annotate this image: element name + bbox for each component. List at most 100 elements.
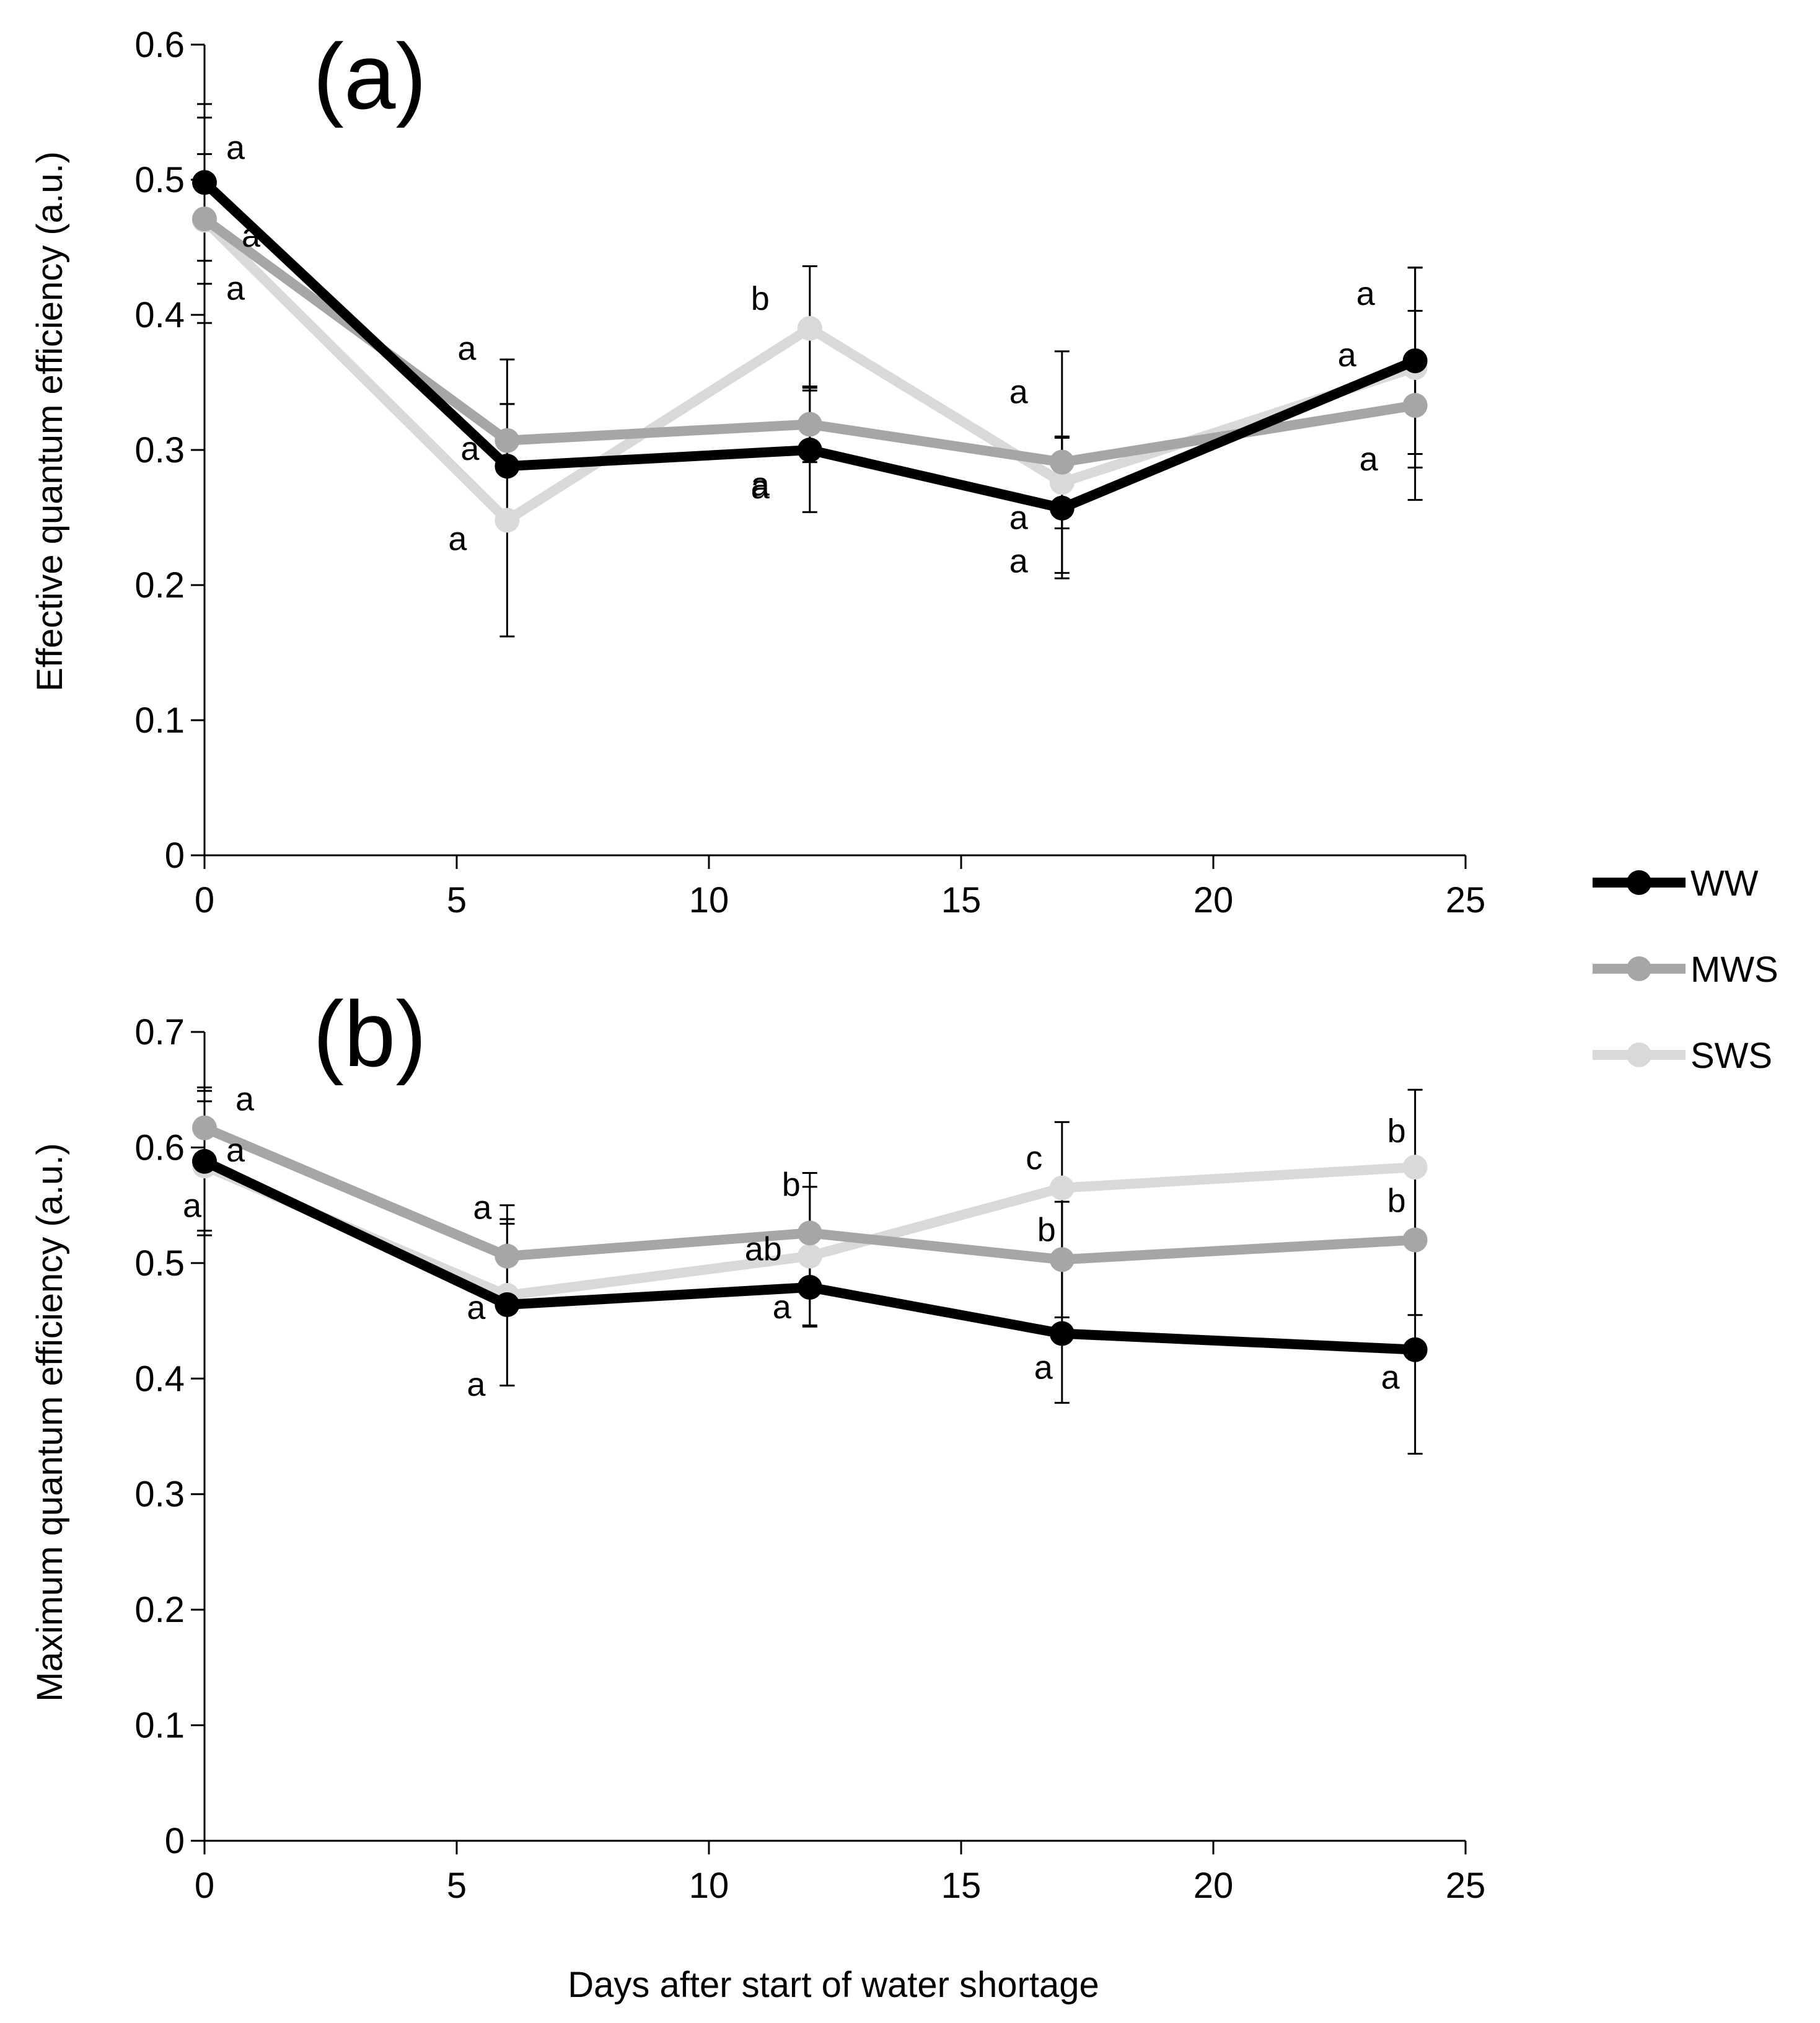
legend-item-sws: SWS bbox=[1593, 1036, 1772, 1076]
y-tick-label: 0.2 bbox=[134, 1590, 185, 1630]
data-point-ww bbox=[1402, 348, 1428, 374]
legend-item-mws: MWS bbox=[1593, 950, 1778, 990]
x-tick-label: 10 bbox=[689, 1866, 729, 1906]
y-tick-label: 0.5 bbox=[134, 160, 185, 200]
x-tick-label: 25 bbox=[1446, 1866, 1486, 1906]
y-tick-label: 0.2 bbox=[134, 565, 185, 606]
significance-letter-sws: a bbox=[183, 1187, 202, 1224]
data-point-ww bbox=[1049, 1321, 1075, 1346]
data-point-sws bbox=[797, 1243, 822, 1269]
y-tick-label: 0.3 bbox=[134, 430, 185, 470]
significance-letter-ww: a bbox=[467, 1289, 486, 1326]
y-tick-label: 0.1 bbox=[134, 1706, 185, 1746]
significance-letter-ww: a bbox=[1381, 1359, 1400, 1396]
data-point-sws bbox=[1402, 1155, 1428, 1180]
significance-letter-mws: a bbox=[235, 1081, 255, 1118]
data-point-ww bbox=[1402, 1337, 1428, 1362]
y-tick-label: 0 bbox=[165, 835, 185, 876]
data-point-mws bbox=[797, 412, 822, 437]
data-point-sws bbox=[495, 508, 520, 533]
legend-marker-sws bbox=[1627, 1042, 1651, 1067]
data-point-sws bbox=[1049, 1175, 1075, 1201]
significance-letter-mws: b bbox=[782, 1166, 801, 1203]
panel-b-axes: 0 0.1 0.2 0.3 0.4 0.5 0.6 0.7 0 5 10 15 20 25 bbox=[134, 1012, 1485, 1906]
y-tick-label: 0 bbox=[165, 1821, 185, 1861]
x-tick-label: 5 bbox=[447, 1866, 467, 1906]
x-tick-label: 0 bbox=[195, 1866, 214, 1906]
significance-letter-mws: a bbox=[751, 466, 770, 503]
y-tick-label: 0.6 bbox=[134, 25, 185, 65]
x-tick-label: 5 bbox=[447, 880, 467, 920]
data-point-ww bbox=[495, 1292, 520, 1317]
legend-marker-mws bbox=[1627, 956, 1651, 981]
significance-letter-sws: b bbox=[1387, 1113, 1406, 1150]
significance-letter-sws: ab bbox=[745, 1231, 782, 1268]
significance-letter-ww: a bbox=[1009, 500, 1029, 537]
data-point-mws bbox=[495, 1243, 520, 1269]
legend-item-ww: WW bbox=[1593, 863, 1759, 904]
y-tick-label: 0.3 bbox=[134, 1474, 185, 1515]
significance-letter-sws: a bbox=[1009, 542, 1029, 580]
x-tick-label: 20 bbox=[1194, 1866, 1234, 1906]
x-tick-label: 15 bbox=[941, 880, 982, 920]
x-tick-label: 20 bbox=[1194, 880, 1234, 920]
significance-letter-mws: b bbox=[1037, 1211, 1056, 1248]
y-tick-label: 0.4 bbox=[134, 295, 185, 335]
data-point-ww bbox=[192, 170, 217, 195]
data-point-ww bbox=[797, 1275, 822, 1300]
significance-letter-sws: a bbox=[226, 270, 245, 307]
significance-letter-ww: a bbox=[226, 129, 245, 166]
y-tick-label: 0.1 bbox=[134, 700, 185, 741]
data-point-mws bbox=[192, 1115, 217, 1140]
significance-letter-sws: c bbox=[1026, 1140, 1042, 1177]
significance-letter-ww: a bbox=[751, 469, 770, 506]
significance-letter-sws: a bbox=[467, 1366, 486, 1403]
data-point-sws bbox=[1049, 470, 1075, 495]
significance-letter-ww: a bbox=[1356, 275, 1376, 312]
x-tick-label: 0 bbox=[195, 880, 214, 920]
legend: WW MWS SWS bbox=[1593, 863, 1778, 1076]
data-point-mws bbox=[192, 206, 217, 232]
panel-a-label: (a) bbox=[313, 24, 426, 128]
panel-a: 00.10.20.30.40.50.60 5 10 15 20 25 aaaaaaaaaa… bbox=[30, 24, 1485, 920]
significance-letter-mws: b bbox=[1387, 1183, 1406, 1220]
panel-a-axes: 0 0.1 0.2 0.3 0.4 0.5 0.6 0 5 10 15 20 25 bbox=[134, 25, 1485, 920]
significance-letter-mws: a bbox=[1009, 374, 1029, 411]
significance-letter-ww: a bbox=[1034, 1349, 1053, 1386]
y-tick-label: 0.7 bbox=[134, 1012, 185, 1052]
significance-letter-mws: a bbox=[473, 1189, 492, 1227]
data-point-mws bbox=[495, 428, 520, 453]
data-point-mws bbox=[1049, 1247, 1075, 1272]
data-point-mws bbox=[797, 1220, 822, 1246]
data-point-ww bbox=[797, 438, 822, 462]
data-point-mws bbox=[1049, 449, 1075, 475]
x-tick-label: 15 bbox=[941, 1866, 982, 1906]
significance-letter-ww: a bbox=[773, 1289, 792, 1326]
significance-letter-mws: a bbox=[1360, 441, 1379, 478]
significance-letter-sws: a bbox=[1338, 337, 1357, 374]
significance-letter-sws: b bbox=[751, 280, 770, 317]
data-point-mws bbox=[1402, 1227, 1428, 1253]
data-point-mws bbox=[1402, 393, 1428, 418]
legend-label-sws: SWS bbox=[1690, 1036, 1772, 1076]
x-tick-label: 25 bbox=[1446, 880, 1486, 920]
panel-a-series bbox=[192, 170, 1428, 533]
x-tick-label: 10 bbox=[689, 880, 729, 920]
significance-letter-mws: a bbox=[242, 217, 261, 254]
panel-a-y-axis-title: Effective quantum efficiency (a.u.) bbox=[30, 151, 70, 692]
panel-b-y-axis-title: Maximum quantum efficiency (a.u.) bbox=[30, 1143, 70, 1702]
significance-letter-ww: a bbox=[226, 1132, 245, 1169]
legend-label-ww: WW bbox=[1690, 863, 1759, 904]
data-point-sws bbox=[797, 315, 822, 341]
y-tick-label: 0.6 bbox=[134, 1127, 185, 1168]
data-point-ww bbox=[192, 1148, 217, 1174]
x-axis-title: Days after start of water shortage bbox=[568, 1965, 1099, 2005]
significance-letter-mws: a bbox=[457, 330, 477, 368]
significance-letter-ww: a bbox=[460, 430, 480, 467]
data-point-ww bbox=[495, 454, 520, 479]
y-tick-label: 0.4 bbox=[134, 1359, 185, 1399]
legend-marker-ww bbox=[1627, 870, 1651, 895]
